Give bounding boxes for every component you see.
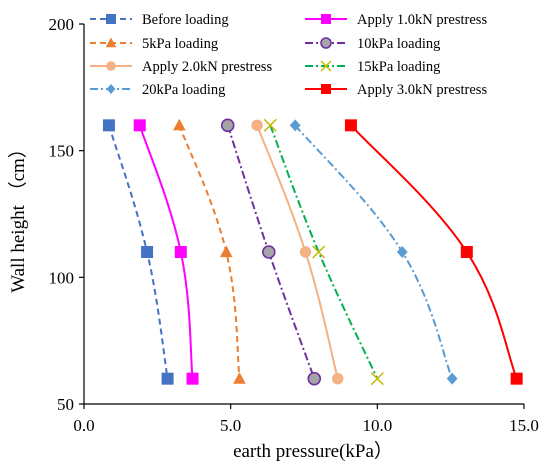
data-point bbox=[332, 372, 344, 385]
legend-marker bbox=[320, 37, 332, 49]
data-point bbox=[219, 245, 233, 258]
data-point bbox=[307, 371, 322, 386]
legend-label: 10kPa loading bbox=[357, 36, 440, 52]
data-point bbox=[344, 119, 357, 132]
series-5kpa-loading bbox=[173, 118, 246, 384]
data-point bbox=[174, 246, 187, 258]
data-point bbox=[370, 372, 384, 386]
series-layer bbox=[102, 118, 523, 386]
legend-label: Apply 3.0kN prestress bbox=[357, 82, 487, 98]
plot-area: 0.0 5.0 10.0 15.0 50 100 150 200 bbox=[49, 15, 539, 435]
legend-marker bbox=[106, 14, 116, 24]
x-tick-label: 5.0 bbox=[220, 416, 241, 435]
legend-marker bbox=[106, 84, 116, 94]
series-line bbox=[107, 125, 169, 379]
legend-label: 15kPa loading bbox=[357, 59, 440, 75]
series-before-loading bbox=[102, 119, 174, 385]
legend-marker bbox=[321, 14, 331, 24]
data-point bbox=[510, 372, 523, 385]
series-apply-2-0kn-prestress bbox=[251, 119, 344, 385]
series-line bbox=[178, 124, 241, 379]
data-point bbox=[312, 245, 326, 259]
y-tick-label: 200 bbox=[49, 15, 75, 34]
y-tick-label: 100 bbox=[49, 268, 75, 287]
legend-label: Apply 1.0kN prestress bbox=[357, 12, 487, 28]
data-point bbox=[102, 119, 115, 132]
data-point bbox=[173, 118, 186, 131]
data-point bbox=[446, 372, 458, 385]
data-point bbox=[289, 119, 301, 132]
series-line bbox=[350, 124, 518, 380]
data-point bbox=[161, 372, 174, 385]
legend-item: Before loading bbox=[90, 12, 229, 28]
series-15kpa-loading bbox=[263, 118, 384, 386]
series-apply-1-0kn-prestress bbox=[133, 119, 199, 385]
legend-marker bbox=[320, 60, 332, 72]
legend-item: 5kPa loading bbox=[90, 36, 218, 52]
legend: Before loading Apply 1.0kN prestress 5kPa … bbox=[90, 12, 487, 98]
series-apply-3-0kn-prestress bbox=[344, 119, 523, 385]
legend-item: Apply 1.0kN prestress bbox=[305, 12, 487, 28]
series-line bbox=[269, 124, 379, 380]
x-tick-label: 0.0 bbox=[73, 416, 94, 435]
data-point bbox=[220, 118, 235, 133]
y-tick-label: 150 bbox=[49, 142, 75, 161]
legend-label: Before loading bbox=[142, 12, 229, 28]
data-point bbox=[299, 246, 312, 258]
legend-marker bbox=[105, 37, 117, 48]
data-point bbox=[251, 119, 263, 132]
x-tick-label: 15.0 bbox=[509, 416, 539, 435]
legend-marker bbox=[106, 61, 116, 71]
data-point bbox=[141, 246, 154, 258]
legend-item: 20kPa loading bbox=[90, 82, 225, 98]
data-point bbox=[133, 119, 146, 132]
data-point bbox=[460, 246, 473, 258]
y-axis-title: Wall height （cm） bbox=[7, 139, 29, 293]
legend-label: Apply 2.0kN prestress bbox=[142, 59, 272, 75]
legend-marker bbox=[321, 84, 331, 94]
legend-label: 5kPa loading bbox=[142, 36, 218, 52]
data-point bbox=[263, 118, 277, 132]
data-point bbox=[186, 372, 199, 385]
data-point bbox=[261, 245, 276, 259]
legend-item: Apply 3.0kN prestress bbox=[305, 82, 487, 98]
x-axis-title: earth pressure(kPa） bbox=[233, 440, 393, 462]
series-20kpa-loading bbox=[289, 119, 458, 385]
y-tick-label: 50 bbox=[57, 395, 74, 414]
axis-ticks: 0.0 5.0 10.0 15.0 50 100 150 200 bbox=[49, 15, 539, 435]
legend-label: 20kPa loading bbox=[142, 82, 225, 98]
data-point bbox=[233, 372, 246, 384]
legend-item: Apply 2.0kN prestress bbox=[90, 59, 272, 75]
legend-item: 10kPa loading bbox=[305, 36, 440, 52]
x-tick-label: 10.0 bbox=[362, 416, 392, 435]
series-10kpa-loading bbox=[220, 118, 322, 386]
legend-item: 15kPa loading bbox=[305, 59, 440, 75]
data-point bbox=[396, 246, 408, 258]
